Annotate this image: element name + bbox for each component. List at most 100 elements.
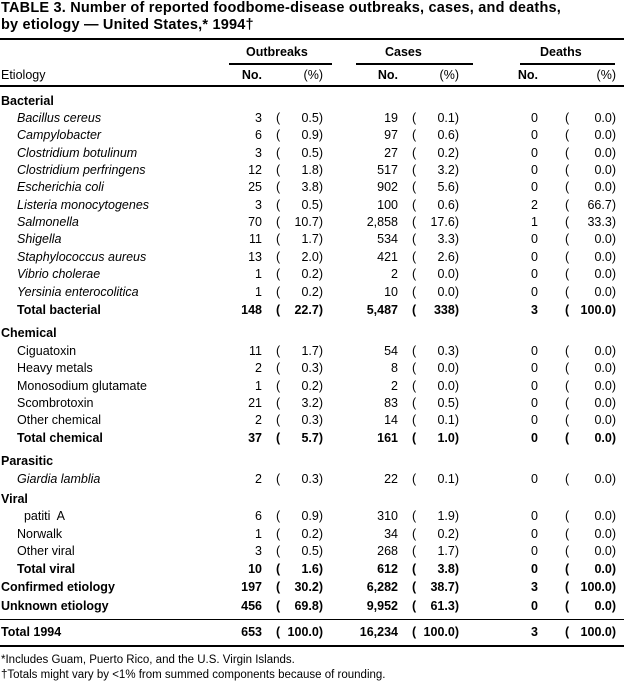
deaths-pct: 0.0 xyxy=(594,413,612,427)
deaths-no: 0 xyxy=(531,509,538,523)
cases-pct: 338 xyxy=(433,303,455,317)
cases-pct-close-paren: ) xyxy=(454,562,459,576)
cases-pct: 0.0 xyxy=(437,267,455,281)
deaths-pct-open-paren: ( xyxy=(565,580,570,594)
deaths-pct-close-paren: ) xyxy=(611,267,616,281)
cases-pct-close-paren: ) xyxy=(454,509,459,523)
cases-pct-open-paren: ( xyxy=(412,527,417,541)
cases-pct: 0.1 xyxy=(437,413,455,427)
cases-pct-open-paren: ( xyxy=(412,361,417,375)
cases-no: 161 xyxy=(377,431,398,445)
deaths-pct: 0.0 xyxy=(594,527,612,541)
deaths-no: 0 xyxy=(531,413,538,427)
outbreaks-pct-close-paren: ) xyxy=(318,527,323,541)
cases-pct-open-paren: ( xyxy=(412,232,417,246)
header-cases-no: No. xyxy=(377,68,398,82)
outbreaks-pct: 0.3 xyxy=(301,413,319,427)
deaths-pct-open-paren: ( xyxy=(565,379,570,393)
deaths-pct-open-paren: ( xyxy=(565,509,570,523)
outbreaks-pct-open-paren: ( xyxy=(276,431,281,445)
cases-pct-open-paren: ( xyxy=(412,146,417,160)
outbreaks-pct-open-paren: ( xyxy=(276,215,281,229)
outbreaks-pct-close-paren: ) xyxy=(318,267,323,281)
cases-pct-close-paren: ) xyxy=(454,625,459,639)
deaths-pct-cell: (100.0) xyxy=(565,580,616,594)
outbreaks-no: 6 xyxy=(255,128,262,142)
deaths-pct: 0.0 xyxy=(594,267,612,281)
deaths-pct-open-paren: ( xyxy=(565,544,570,558)
deaths-pct-cell: (0.0) xyxy=(565,111,616,125)
row-label: Monosodium glutamate xyxy=(17,379,147,393)
cases-pct-open-paren: ( xyxy=(412,285,417,299)
deaths-pct-open-paren: ( xyxy=(565,111,570,125)
deaths-pct-open-paren: ( xyxy=(565,285,570,299)
outbreaks-pct: 0.3 xyxy=(301,472,319,486)
deaths-pct: 100.0 xyxy=(580,303,612,317)
outbreaks-pct-cell: (0.9) xyxy=(276,128,323,142)
deaths-pct-close-paren: ) xyxy=(611,198,616,212)
outbreaks-pct-open-paren: ( xyxy=(276,111,281,125)
cases-pct-cell: (0.0) xyxy=(412,379,459,393)
deaths-pct-cell: (100.0) xyxy=(565,303,616,317)
outbreaks-pct-cell: (1.7) xyxy=(276,232,323,246)
deaths-pct-close-paren: ) xyxy=(611,303,616,317)
deaths-pct-open-paren: ( xyxy=(565,128,570,142)
cases-pct-cell: (0.0) xyxy=(412,361,459,375)
cases-pct-close-paren: ) xyxy=(454,198,459,212)
outbreaks-pct: 2.0 xyxy=(301,250,319,264)
cases-no: 612 xyxy=(377,562,398,576)
outbreaks-pct: 0.2 xyxy=(301,379,319,393)
cases-pct-cell: (17.6) xyxy=(412,215,459,229)
cases-pct-close-paren: ) xyxy=(454,580,459,594)
deaths-rule xyxy=(520,63,615,65)
cases-no: 16,234 xyxy=(359,625,398,639)
outbreaks-pct: 30.2 xyxy=(294,580,319,594)
cases-no: 97 xyxy=(384,128,398,142)
row-label: Clostridium perfringens xyxy=(17,163,146,177)
cases-no: 268 xyxy=(377,544,398,558)
cases-pct-open-paren: ( xyxy=(412,580,417,594)
row-label: Staphylococcus aureus xyxy=(17,250,147,264)
deaths-pct-close-paren: ) xyxy=(611,527,616,541)
cases-pct-open-paren: ( xyxy=(412,472,417,486)
outbreaks-pct-open-paren: ( xyxy=(276,625,281,639)
cases-pct-cell: (0.1) xyxy=(412,111,459,125)
deaths-pct-open-paren: ( xyxy=(565,527,570,541)
deaths-pct-open-paren: ( xyxy=(565,396,570,410)
outbreaks-pct-cell: (0.2) xyxy=(276,379,323,393)
deaths-pct-close-paren: ) xyxy=(611,344,616,358)
cases-pct-open-paren: ( xyxy=(412,431,417,445)
deaths-no: 0 xyxy=(531,111,538,125)
deaths-no: 0 xyxy=(531,128,538,142)
group-outbreaks: Outbreaks xyxy=(246,45,308,59)
outbreaks-rule xyxy=(229,63,332,65)
row-label: Viral xyxy=(1,492,28,506)
deaths-pct-cell: (66.7) xyxy=(565,198,616,212)
cases-no: 421 xyxy=(377,250,398,264)
cases-pct-cell: (0.2) xyxy=(412,527,459,541)
outbreaks-pct: 3.8 xyxy=(301,180,319,194)
grand-total-rule-top xyxy=(0,619,624,620)
outbreaks-no: 3 xyxy=(255,146,262,160)
row-label: Campylobacter xyxy=(17,128,102,142)
row-label: Bacterial xyxy=(1,94,54,108)
header-outbreaks-pct: (%) xyxy=(303,68,323,82)
outbreaks-pct-open-paren: ( xyxy=(276,163,281,177)
deaths-pct-open-paren: ( xyxy=(565,599,570,613)
deaths-pct-open-paren: ( xyxy=(565,198,570,212)
outbreaks-pct: 0.5 xyxy=(301,146,319,160)
deaths-pct-close-paren: ) xyxy=(611,180,616,194)
deaths-pct-cell: (0.0) xyxy=(565,344,616,358)
outbreaks-pct-close-paren: ) xyxy=(318,544,323,558)
outbreaks-no: 3 xyxy=(255,111,262,125)
outbreaks-pct-cell: (1.8) xyxy=(276,163,323,177)
cases-pct-open-paren: ( xyxy=(412,180,417,194)
deaths-pct: 100.0 xyxy=(580,580,612,594)
cases-pct: 1.0 xyxy=(437,431,455,445)
outbreaks-pct-close-paren: ) xyxy=(318,361,323,375)
cases-pct: 0.2 xyxy=(437,527,455,541)
deaths-pct-cell: (0.0) xyxy=(565,544,616,558)
deaths-pct-close-paren: ) xyxy=(611,413,616,427)
deaths-no: 0 xyxy=(531,180,538,194)
outbreaks-pct-close-paren: ) xyxy=(318,472,323,486)
